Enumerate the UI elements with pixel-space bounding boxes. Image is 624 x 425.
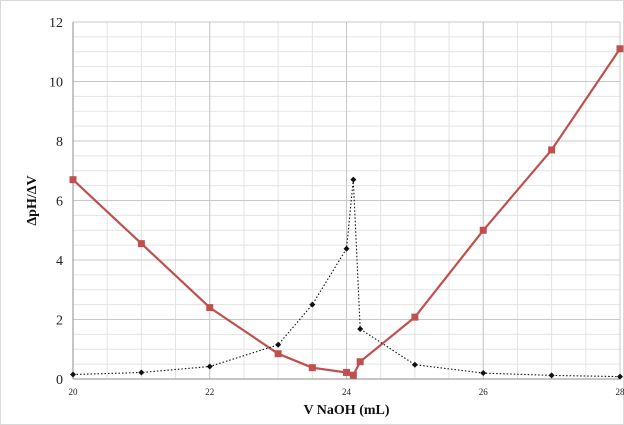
series-1-point [69,176,77,184]
y-tick-label: 12 [49,16,63,31]
y-axis-title: ΔpH/ΔV [25,175,40,225]
series-2-point [350,176,357,183]
x-tick-label: 22 [205,387,214,397]
series-1-point [548,146,556,154]
y-tick-label: 10 [49,76,63,91]
x-axis-title: V NaOH (mL) [303,403,389,418]
series-2-point [357,326,364,333]
y-tick-label: 4 [56,254,63,269]
series-1-point [274,350,282,358]
series-1-point [356,358,364,366]
x-tick-label: 26 [479,387,489,397]
series-1-point [411,313,419,321]
series-1-point [616,45,624,53]
series-2-point [275,341,282,348]
y-tick-label: 8 [56,135,63,150]
x-tick-label: 20 [69,387,79,397]
y-tick-label: 6 [56,195,63,210]
series-1-point [343,368,350,376]
y-tick-label: 0 [56,373,63,388]
series-1-point [349,371,357,379]
series-2-point [617,373,623,380]
series-2-point [138,369,145,376]
series-2-point [343,245,350,252]
series-2-point [206,363,213,370]
series-2-point [480,370,487,377]
series-1-point [479,226,487,234]
series-2-point [70,371,76,378]
series-2-point [309,301,316,308]
axes [72,22,620,380]
series-1-point [137,240,145,248]
y-tick-label: 2 [56,314,63,329]
series [69,45,624,380]
x-tick-label: 28 [616,387,624,397]
series-1-point [308,364,316,372]
series-2-point [411,361,418,368]
series-1-point [206,304,214,312]
series-2-point [548,372,555,379]
series-2-line [72,179,621,378]
x-tick-label: 24 [342,387,352,397]
